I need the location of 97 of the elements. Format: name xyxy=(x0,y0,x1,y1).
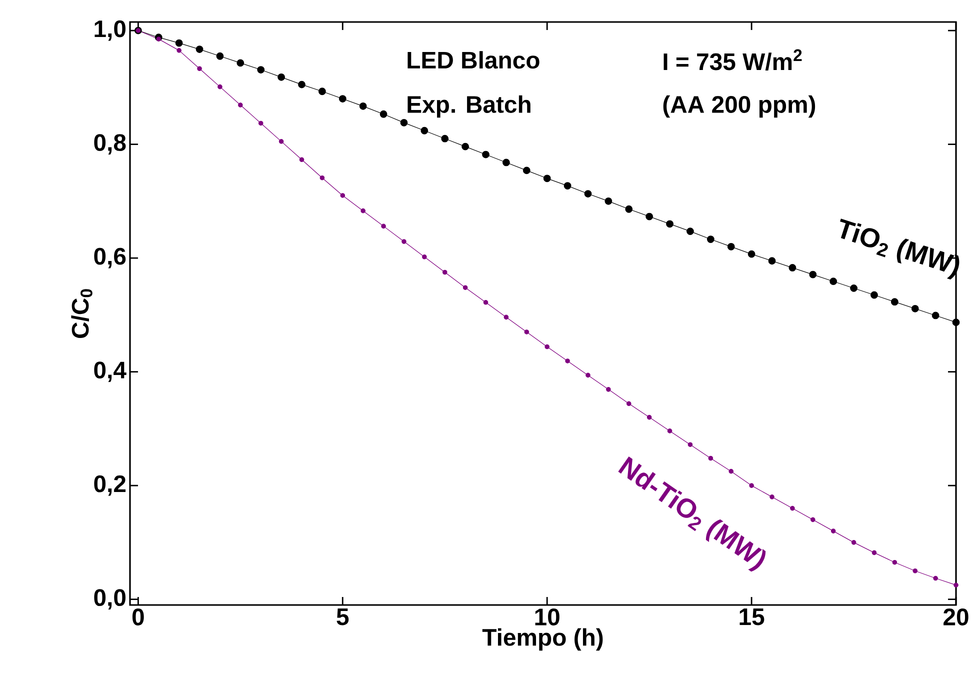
point xyxy=(646,414,652,420)
y-tick-label: 0,6 xyxy=(94,248,126,268)
point xyxy=(524,330,530,334)
point xyxy=(564,182,572,190)
y-tick-label: 0,2 xyxy=(94,475,126,496)
point xyxy=(522,166,530,174)
point xyxy=(462,142,470,150)
point xyxy=(727,242,735,250)
point xyxy=(830,278,838,286)
point xyxy=(850,284,858,292)
point xyxy=(360,208,366,214)
annotation: Exp. Batch xyxy=(408,95,530,118)
y-tick-label: 1,0 xyxy=(94,20,126,41)
point xyxy=(320,175,325,180)
point xyxy=(788,264,796,272)
point xyxy=(790,506,795,511)
point xyxy=(236,59,244,67)
point xyxy=(402,239,406,244)
x-axis-title: Tiempo (h) xyxy=(482,628,603,651)
point xyxy=(482,150,490,158)
point xyxy=(851,540,856,545)
x-tick-label: 20 xyxy=(944,608,968,626)
x-tick-label: 0 xyxy=(132,608,144,626)
annotation: I = 735 W/m$^{2}$ xyxy=(664,49,802,70)
point xyxy=(932,312,940,320)
point xyxy=(278,139,284,144)
point xyxy=(441,134,449,142)
point xyxy=(380,110,388,118)
point xyxy=(196,46,204,53)
point xyxy=(565,358,570,364)
point xyxy=(810,517,816,522)
point xyxy=(911,304,919,312)
point xyxy=(197,66,202,72)
annotation: LED Blanco xyxy=(408,51,540,69)
point xyxy=(359,102,367,110)
text: TiO$_{2}$ (MW) xyxy=(840,218,960,280)
y-tick-label: 0,8 xyxy=(94,134,126,154)
point xyxy=(912,568,918,574)
point xyxy=(708,456,714,461)
point xyxy=(420,126,428,134)
point xyxy=(606,387,611,392)
point xyxy=(809,270,817,278)
point xyxy=(748,250,756,258)
point xyxy=(892,560,898,565)
point xyxy=(768,257,776,265)
point xyxy=(952,318,960,326)
point xyxy=(872,550,877,556)
point xyxy=(338,95,346,102)
point xyxy=(667,428,672,434)
point xyxy=(646,212,654,220)
y-tick-label: 0,4 xyxy=(94,362,126,382)
point xyxy=(442,270,448,275)
point xyxy=(422,254,427,260)
point xyxy=(216,52,224,60)
point xyxy=(278,73,285,81)
point xyxy=(543,174,551,182)
point xyxy=(749,483,754,488)
point xyxy=(706,236,714,243)
x-tick-label: 15 xyxy=(740,608,764,626)
point xyxy=(298,80,306,88)
point xyxy=(954,582,958,588)
point xyxy=(625,205,633,213)
annotation: (AA 200 ppm) xyxy=(663,95,816,118)
point xyxy=(584,190,592,198)
y-tick-label: 0,0 xyxy=(94,589,126,610)
point xyxy=(258,120,264,126)
point xyxy=(175,39,183,47)
point xyxy=(728,468,734,474)
point xyxy=(238,102,243,108)
y-axis-title: C/C$_{0}$ xyxy=(71,289,92,338)
point xyxy=(340,193,346,198)
point xyxy=(504,314,509,320)
point xyxy=(890,298,898,306)
point xyxy=(218,84,222,90)
point xyxy=(381,224,386,229)
point xyxy=(176,48,182,53)
point xyxy=(933,576,938,581)
point xyxy=(318,88,326,96)
x-tick-label: 5 xyxy=(336,608,349,626)
point xyxy=(686,228,694,236)
point xyxy=(156,36,162,42)
point xyxy=(666,220,674,228)
point xyxy=(770,494,774,500)
x-tick-label: 10 xyxy=(535,608,560,626)
point xyxy=(870,291,878,299)
point xyxy=(257,66,265,74)
point xyxy=(544,344,550,350)
point xyxy=(483,300,488,305)
point xyxy=(688,442,693,447)
point xyxy=(462,285,468,290)
point xyxy=(502,158,510,166)
point xyxy=(830,528,836,534)
point xyxy=(604,197,612,205)
point xyxy=(586,372,590,378)
point xyxy=(400,118,408,126)
point xyxy=(626,401,632,406)
point xyxy=(299,157,304,162)
